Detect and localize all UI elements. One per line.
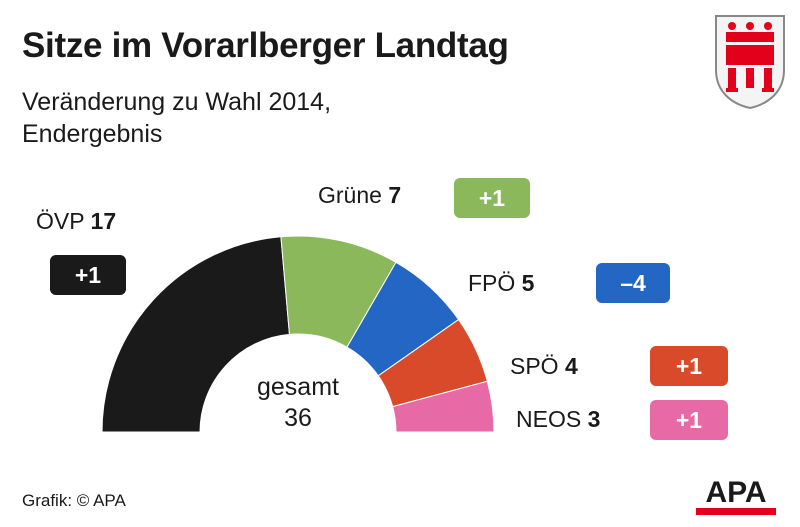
subtitle-line-2: Endergebnis: [22, 120, 163, 148]
source-credit: Grafik: © APA: [22, 491, 126, 510]
change-badge-neos: +1: [650, 400, 728, 440]
label-övp: ÖVP 17: [36, 208, 116, 235]
seat-count-fpö: 5: [521, 270, 535, 296]
seat-count-neos: 3: [587, 406, 601, 432]
total-label: gesamt: [257, 373, 339, 401]
party-name-spö: SPÖ: [510, 353, 559, 379]
party-name-neos: NEOS: [516, 406, 582, 432]
total-seats: gesamt 36: [230, 372, 366, 434]
label-grüne: Grüne 7: [318, 182, 401, 209]
change-badge-övp: +1: [50, 255, 126, 295]
seat-count-övp: 17: [90, 208, 117, 234]
vorarlberg-coat-of-arms-icon: [715, 15, 785, 110]
segment-neos: [392, 380, 495, 433]
party-name-grüne: Grüne: [318, 182, 382, 208]
subtitle-line-1: Veränderung zu Wahl 2014,: [22, 88, 332, 116]
chart-title: Sitze im Vorarlberger Landtag: [22, 26, 509, 65]
seat-count-grüne: 7: [388, 182, 402, 208]
label-spö: SPÖ 4: [510, 353, 578, 380]
seat-count-spö: 4: [564, 353, 578, 379]
change-badge-fpö: –4: [596, 263, 670, 303]
label-fpö: FPÖ 5: [468, 270, 534, 297]
apa-logo: APA: [696, 476, 776, 515]
party-name-fpö: FPÖ: [468, 270, 516, 296]
change-badge-grüne: +1: [454, 178, 530, 218]
label-neos: NEOS 3: [516, 406, 600, 433]
party-name-övp: ÖVP: [36, 208, 85, 234]
segment-övp: [101, 236, 291, 433]
total-value: 36: [284, 404, 312, 432]
change-badge-spö: +1: [650, 346, 728, 386]
apa-logo-bar: [696, 508, 776, 515]
chart-subtitle: Veränderung zu Wahl 2014, Endergebnis: [22, 86, 331, 150]
apa-logo-text: APA: [705, 476, 766, 509]
